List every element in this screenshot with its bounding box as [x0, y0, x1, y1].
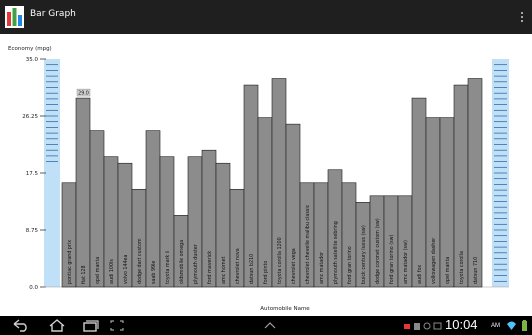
y-tick-label: 0.0 — [29, 285, 38, 291]
back-icon[interactable] — [10, 318, 30, 333]
bar-label: pontiac grand prix — [67, 240, 73, 284]
bar — [75, 97, 91, 288]
bar-chart[interactable]: 0.0 8.75 17.5 26.25 35.0 Economy (mpg) pontiac… — [0, 34, 532, 316]
image-icon — [423, 322, 431, 330]
bar-label: datsun 710 — [473, 257, 479, 284]
bar-label: dodge dart custom — [137, 238, 143, 284]
bar-label: datsun b210 — [249, 254, 255, 284]
y-axis-label: Economy (mpg) — [8, 46, 52, 52]
bar-label: volkswagen dasher — [431, 238, 437, 284]
recent-apps-icon[interactable] — [80, 318, 100, 333]
bar-label: audi 100ls — [109, 259, 115, 284]
bar-label: ford maverick — [207, 251, 213, 284]
chevron-up-icon[interactable] — [262, 318, 278, 333]
y-tick-label: 35.0 — [26, 57, 39, 63]
bar-label: chevrolet nova — [235, 248, 241, 284]
system-navigation-bar: 10:04 AM — [0, 316, 532, 335]
bar-label: opel manta — [445, 257, 451, 284]
value-label-box — [76, 88, 91, 97]
bar-label: amc matador — [319, 252, 325, 284]
app-title: Bar Graph — [30, 9, 76, 19]
bar-label: toyota corolla 1200 — [277, 237, 283, 284]
action-bar: Bar Graph — [0, 0, 532, 34]
bar-label: toyota mark ii — [165, 251, 171, 285]
bar-label: audi fox — [417, 265, 423, 284]
y-tick-label: 17.5 — [26, 171, 39, 177]
bluetooth-icon — [414, 323, 420, 330]
bar-label: ford gran torino — [347, 246, 353, 284]
bar-label: amc hornet — [221, 256, 227, 284]
bar-label: toyota corolla — [459, 251, 465, 284]
bar-label: buick century luxus (sw) — [361, 225, 367, 284]
bar — [467, 78, 483, 288]
bar — [411, 97, 427, 288]
bar-label: volvo 144ea — [123, 254, 129, 284]
bar-label: ford pinto — [263, 261, 269, 284]
x-axis-label: Automobile Name — [260, 306, 310, 312]
bar-label: ford gran torino (sw) — [389, 234, 395, 284]
notification-icon — [404, 324, 410, 329]
wifi-icon — [507, 321, 516, 330]
bar-label: oldsmobile omega — [179, 240, 185, 284]
bar-label: saab 99le — [151, 261, 157, 284]
bar-label: plymouth duster — [193, 244, 199, 284]
home-icon[interactable] — [47, 318, 67, 333]
chart-area[interactable]: 0.0 8.75 17.5 26.25 35.0 Economy (mpg) pontiac… — [0, 34, 532, 316]
value-label: 29.0 — [78, 90, 89, 96]
bar-label: chevrolet chevelle malibu classic — [305, 204, 311, 284]
bar-graph-app-icon[interactable] — [5, 6, 24, 28]
bar-label: amc matador (sw) — [403, 240, 409, 284]
bar-label: chevrolet vega — [291, 248, 297, 284]
image-icon — [433, 322, 442, 330]
battery-icon — [522, 320, 527, 331]
clock: 10:04 — [445, 317, 478, 332]
bar-label: fiat 128 — [81, 265, 87, 284]
overflow-menu-icon[interactable] — [517, 8, 527, 26]
y-tick-label: 8.75 — [26, 228, 39, 234]
bar-label: opel manta — [95, 257, 101, 284]
bar-label: dodge coronet custom (sw) — [375, 218, 381, 284]
bar-label: plymouth satellite sebring — [333, 221, 339, 284]
clock-ampm: AM — [491, 323, 500, 329]
screenshot-icon[interactable] — [108, 318, 126, 333]
y-tick-label: 26.25 — [22, 114, 38, 120]
